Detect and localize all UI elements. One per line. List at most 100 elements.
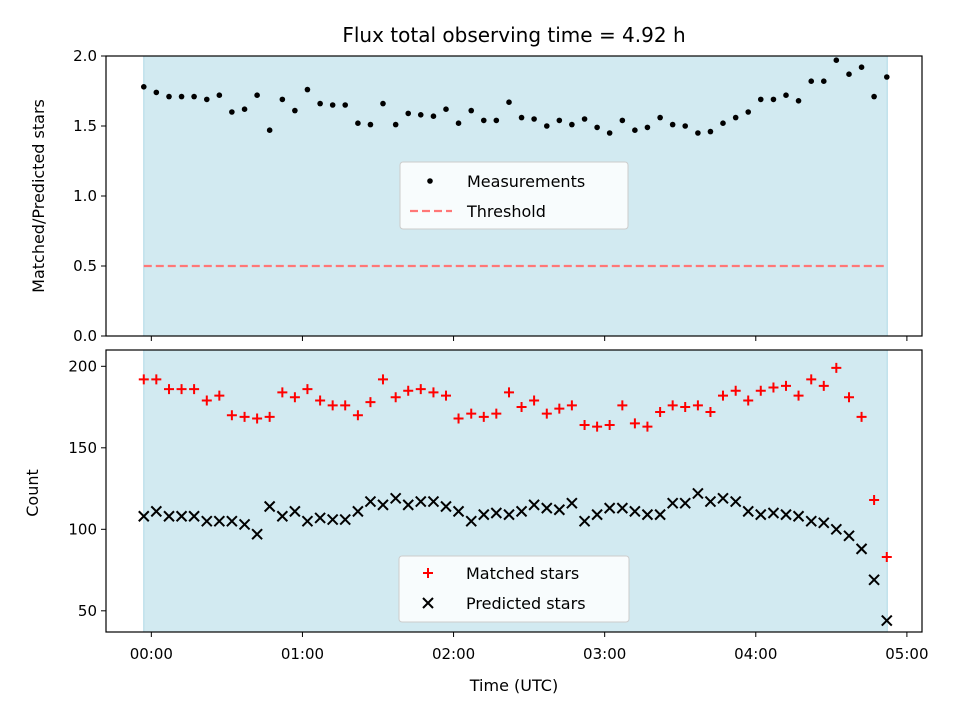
predicted-star-point — [478, 508, 490, 521]
matched-star-point — [793, 390, 804, 401]
predicted-star-point — [755, 508, 767, 521]
matched-star-point — [705, 406, 716, 417]
x-tick-label: 02:00 — [432, 645, 475, 663]
measurement-point — [430, 113, 437, 119]
bottom-y-axis-label: Count — [23, 469, 42, 517]
predicted-star-point — [629, 505, 641, 518]
measurement-point — [216, 92, 223, 98]
predicted-star-point — [541, 502, 553, 514]
legend-measurements-label: Measurements — [467, 172, 585, 191]
matched-star-point — [504, 387, 515, 398]
predicted-star-point — [818, 517, 830, 529]
predicted-star-point — [591, 508, 603, 521]
measurement-point — [619, 117, 626, 124]
top-x-ticks — [150, 336, 908, 341]
matched-star-point — [302, 384, 313, 395]
matched-star-point — [164, 384, 175, 395]
predicted-star-point — [855, 543, 868, 555]
measurement-point — [795, 98, 802, 104]
x-tick-label: 03:00 — [583, 645, 626, 663]
matched-star-point — [592, 421, 603, 432]
predicted-star-point — [163, 510, 175, 522]
y-tick-label: 100 — [68, 520, 97, 538]
matched-star-point — [806, 374, 817, 385]
measurement-point — [518, 114, 525, 121]
matched-star-point — [390, 392, 401, 403]
predicted-star-point — [138, 510, 150, 522]
predicted-star-point — [301, 515, 314, 527]
matched-star-point — [604, 419, 615, 430]
predicted-star-point — [238, 518, 251, 531]
x-tick-label: 05:00 — [885, 645, 928, 663]
predicted-star-point — [503, 508, 515, 521]
matched-star-point — [428, 387, 439, 398]
measurement-point — [682, 123, 689, 129]
matched-star-point — [315, 395, 326, 406]
matched-star-point — [680, 402, 691, 413]
measurement-point — [543, 123, 550, 129]
measurement-point — [329, 102, 336, 108]
predicted-star-point — [490, 507, 503, 519]
predicted-star-point — [213, 515, 226, 527]
matched-star-point — [642, 421, 653, 432]
matched-star-point — [818, 380, 829, 391]
measurement-point — [657, 114, 663, 121]
bottom-axes-frame — [105, 349, 923, 633]
x-tick-label: 01:00 — [281, 645, 324, 663]
predicted-star-point — [767, 507, 780, 519]
predicted-star-point — [881, 614, 893, 627]
measurement-point — [695, 130, 701, 136]
measurement-point — [820, 78, 827, 84]
measurement-point — [405, 110, 412, 117]
matched-star-point — [869, 494, 880, 505]
predicted-star-point — [251, 528, 263, 540]
measurement-point — [203, 96, 210, 103]
predicted-star-point — [666, 497, 679, 509]
top-panel: 0.00.51.01.52.0 Matched/Predicted stars … — [29, 47, 923, 345]
measurement-point — [556, 117, 563, 124]
matched-star-point — [516, 402, 527, 413]
matched-star-point — [151, 374, 162, 385]
measurement-points — [140, 57, 890, 136]
measurement-point — [833, 57, 840, 63]
measurement-point — [443, 106, 449, 112]
matched-star-point — [579, 419, 590, 430]
matched-star-point — [856, 411, 867, 422]
predicted-star-point — [364, 495, 377, 508]
matched-star-point — [289, 392, 300, 403]
measurement-point — [380, 100, 386, 107]
legend-matched-marker — [423, 568, 433, 578]
y-tick-label: 200 — [68, 357, 97, 375]
chart-title: Flux total observing time = 4.92 h — [342, 23, 685, 47]
matched-star-point — [655, 406, 666, 417]
measurement-point — [606, 130, 613, 136]
measurement-point — [355, 120, 361, 126]
matched-star-point — [340, 400, 351, 411]
x-tick-label: 00:00 — [130, 645, 173, 663]
bottom-legend: Matched stars Predicted stars — [398, 555, 630, 623]
matched-star-point — [881, 552, 892, 563]
y-tick-label: 150 — [68, 439, 97, 457]
matched-star-point — [226, 410, 237, 421]
predicted-star-point — [704, 495, 717, 508]
matched-star-point — [403, 385, 414, 396]
matched-star-point — [466, 408, 477, 419]
predicted-star-point — [377, 499, 389, 511]
matched-star-point — [831, 362, 842, 373]
predicted-star-point — [352, 505, 364, 518]
measurement-point — [191, 93, 197, 100]
measurement-point — [229, 109, 235, 115]
top-y-axis-label: Matched/Predicted stars — [29, 99, 48, 293]
predicted-star-point — [339, 513, 351, 526]
predicted-star-point — [226, 515, 238, 527]
matched-star-point — [730, 385, 741, 396]
predicted-star-point — [805, 515, 817, 527]
predicted-star-point — [692, 487, 704, 500]
predicted-star-point — [150, 505, 163, 518]
matched-star-point — [781, 380, 791, 391]
predicted-star-point — [654, 508, 666, 521]
y-tick-label: 50 — [78, 602, 97, 620]
matched-star-point — [478, 411, 489, 422]
measurement-point — [871, 93, 877, 100]
matched-star-point — [201, 395, 212, 406]
